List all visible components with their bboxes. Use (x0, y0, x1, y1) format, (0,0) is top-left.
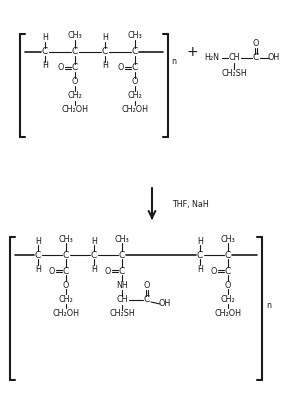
Text: C: C (144, 296, 150, 305)
Text: CH₂: CH₂ (221, 295, 235, 303)
Text: O: O (49, 266, 55, 275)
Text: CH₂OH: CH₂OH (121, 106, 149, 115)
Text: C: C (119, 250, 125, 259)
Text: C: C (197, 250, 203, 259)
Text: H: H (102, 34, 108, 42)
Text: CH₂OH: CH₂OH (214, 309, 242, 318)
Text: O: O (58, 64, 64, 72)
Text: CH₂: CH₂ (127, 92, 142, 101)
Text: CH₂OH: CH₂OH (62, 106, 88, 115)
Text: OH: OH (159, 300, 171, 309)
Text: CH₂: CH₂ (68, 92, 82, 101)
Text: H₂N: H₂N (204, 53, 220, 62)
Text: H: H (102, 62, 108, 71)
Text: O: O (105, 266, 111, 275)
Text: H: H (197, 236, 203, 245)
Text: C: C (102, 48, 108, 56)
Text: O: O (211, 266, 217, 275)
Text: H: H (35, 265, 41, 273)
Text: NH: NH (116, 280, 128, 289)
Text: O: O (144, 282, 150, 291)
Text: CH: CH (228, 53, 240, 62)
Text: CH₂: CH₂ (59, 295, 74, 303)
Text: H: H (35, 236, 41, 245)
Text: +: + (186, 45, 198, 59)
Text: C: C (225, 266, 231, 275)
Text: CH₃: CH₃ (115, 235, 129, 243)
Text: C: C (225, 250, 231, 259)
Text: C: C (63, 266, 69, 275)
Text: CH: CH (116, 296, 128, 305)
Text: H: H (42, 62, 48, 71)
Text: C: C (35, 250, 41, 259)
Text: CH₃: CH₃ (127, 32, 142, 41)
Text: C: C (132, 64, 138, 72)
Text: C: C (253, 53, 259, 62)
Text: C: C (72, 64, 78, 72)
Text: H: H (42, 34, 48, 42)
Text: O: O (63, 280, 69, 289)
Text: H: H (91, 236, 97, 245)
Text: C: C (91, 250, 97, 259)
Text: O: O (253, 39, 259, 48)
Text: THF, NaH: THF, NaH (172, 199, 209, 208)
Text: CH₂OH: CH₂OH (52, 309, 80, 318)
Text: C: C (119, 266, 125, 275)
Text: O: O (132, 78, 138, 86)
Text: CH₃: CH₃ (59, 235, 74, 243)
Text: OH: OH (268, 53, 280, 62)
Text: CH₂SH: CH₂SH (221, 69, 247, 79)
Text: H: H (197, 265, 203, 273)
Text: O: O (225, 280, 231, 289)
Text: H: H (91, 265, 97, 273)
Text: C: C (42, 48, 48, 56)
Text: n: n (267, 300, 271, 309)
Text: C: C (63, 250, 69, 259)
Text: CH₃: CH₃ (221, 235, 235, 243)
Text: n: n (171, 58, 177, 67)
Text: C: C (132, 48, 138, 56)
Text: CH₂SH: CH₂SH (109, 309, 135, 319)
Text: CH₃: CH₃ (68, 32, 82, 41)
Text: O: O (118, 64, 124, 72)
Text: C: C (72, 48, 78, 56)
Text: O: O (72, 78, 78, 86)
